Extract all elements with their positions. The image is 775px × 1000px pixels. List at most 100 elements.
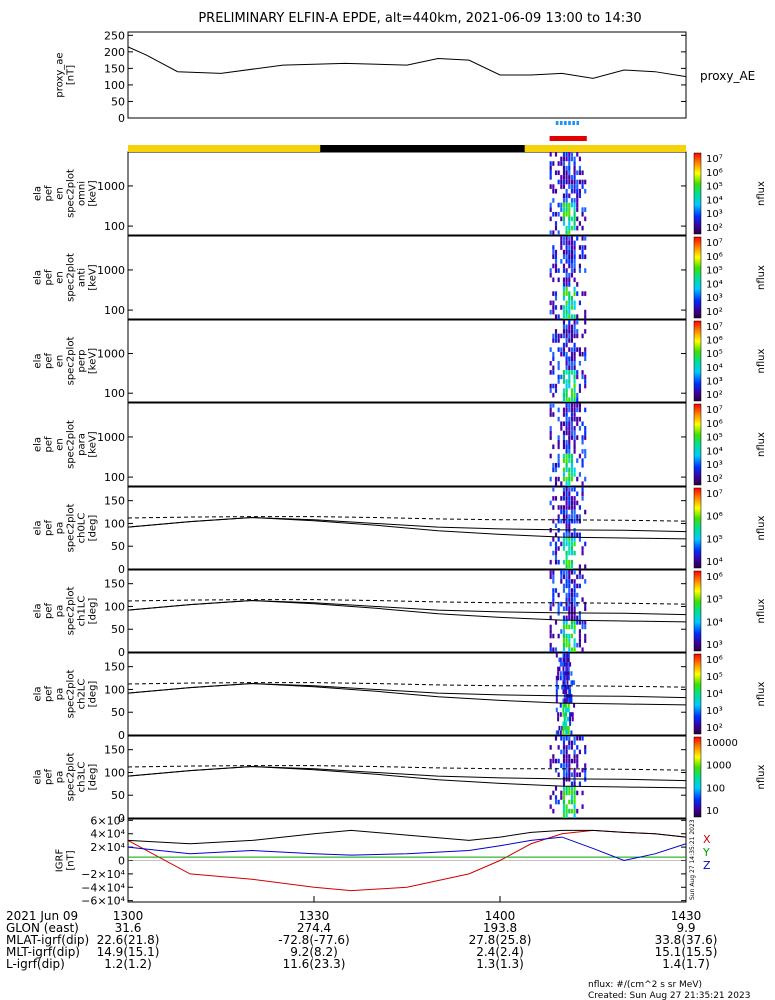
pa-ch2-flux-cell [571,680,574,685]
pa-ch0-flux-cell [557,518,560,524]
sci-zone-blue-dash [559,121,563,125]
pa-ch0-flux-cell [557,546,560,551]
pa-ch3-flux-cell [568,790,571,796]
proxy-ae-line [127,46,687,79]
en-anti-flux-cell [578,300,581,306]
en-perp-flux-cell [573,356,576,361]
pa-ch1-ytick-label: 50 [111,623,125,636]
x-tick-label: 1400 [485,909,516,923]
igrf-series-Z [127,836,687,862]
en-omni-flux-cell [562,207,566,212]
en-para-colorbar-tick: 10² [706,474,723,485]
en-omni-flux-cell [573,161,576,166]
pa-ch0-flux-cell [554,523,558,528]
pa-ch1-flux-cell [560,574,563,580]
pa-ch1-flux-cell [565,624,568,630]
en-anti-flux-cell [570,272,574,278]
pa-ch3-flux-cell [562,763,566,768]
pa-ch0-flux-cell [560,509,563,515]
pa-ch3-flux-cell [578,781,581,787]
en-anti-flux-cell [573,254,576,260]
en-omni-flux-cell [549,216,552,222]
pa-ch1-flux-cell [554,588,558,593]
pa-ch0-flux-cell [554,496,558,501]
en-omni-colorbar-tick: 10⁶ [706,168,723,179]
en-omni-flux-cell [568,170,571,176]
pa-ch1-flux-cell [562,574,566,580]
pa-ch1-flux-cell [562,629,566,634]
en-omni-flux-cell [568,161,571,166]
en-para-colorbar-label: nflux [756,432,767,457]
en-perp-flux-cell [560,333,563,339]
en-omni-ylabel-1: pef [44,185,55,202]
pa-ch3-flux-cell [578,749,581,755]
pa-ch0-flux-cell [576,500,579,506]
pa-ch3-flux-cell [573,808,576,814]
pa-ch0-flux-cell [560,518,563,524]
pa-ch1-ylabel-5: [deg] [88,598,99,625]
sci-zone-blue-dash [572,121,575,125]
pa-ch3-flux-cell [581,736,584,741]
pa-ch2-flux-cell [566,671,569,676]
en-perp-flux-cell [552,351,555,357]
en-para-flux-cell [557,462,560,468]
pa-ch2-flux-cell [567,671,570,676]
pa-ch3-flux-cell [557,799,560,805]
en-anti-flux-cell [554,305,558,310]
pa-ch0-colorbar-tick: 10⁵ [706,534,723,545]
en-anti-flux-cell [565,277,568,283]
pa-ch1-flux-cell [562,606,566,611]
igrf-ylabel-0: IGRF [55,849,66,873]
pa-ch2-loss-cone-lower [127,683,687,706]
pa-ch1-flux-cell [573,597,576,602]
pa-ch0-flux-cell [570,546,574,551]
pa-ch3-flux-cell [565,749,568,755]
en-omni-flux-cell [573,184,576,189]
pa-ch2-flux-cell [569,712,572,717]
pa-ch1-flux-cell [578,620,581,625]
pa-ch3-ylabel-2: pa [55,771,66,783]
pa-ch2-ytick-label: 0 [118,729,125,742]
en-para-flux-cell [565,426,568,431]
pa-ch3-colorbar [693,736,702,818]
pa-ch2-ylabel-2: pa [55,688,66,700]
ephem-label: L-igrf(dip) [6,957,65,971]
pa-ch2-flux-cell [565,689,568,694]
en-para-ylabel-1: pef [44,436,55,453]
pa-ch0-flux-cell [565,555,568,560]
en-anti-flux-cell [552,249,555,255]
pa-ch1-ylabel-3: spec2plot [66,587,77,636]
en-perp-flux-cell [565,338,568,343]
en-para-flux-cell [557,407,560,413]
pa-ch1-ylabel-0: ela [33,603,44,618]
en-perp-flux-cell [568,379,571,384]
en-omni-flux-cell [576,193,579,199]
pa-ch1-flux-cell [573,579,576,584]
en-perp-flux-cell [573,333,576,339]
en-para-flux-cell [565,467,568,473]
pa-ch1-flux-cell [568,624,571,630]
en-para-flux-cell [581,439,584,445]
en-omni-flux-cell [557,170,560,176]
pa-ch0-flux-cell [565,509,568,515]
en-para-flux-cell [568,435,571,440]
pa-ch2-flux-cell [562,666,565,672]
en-anti-ylabel-5: [keV] [88,264,99,290]
en-para-flux-cell [581,435,584,440]
en-perp-ylabel-5: [keV] [88,348,99,374]
pa-ch1-flux-cell [565,615,568,621]
pa-ch1-flux-cell [560,629,563,634]
ephem-value: 15.1(15.5) [655,945,718,959]
pa-ch2-flux-cell [565,666,568,672]
en-para-flux-cell [573,467,576,473]
en-perp-flux-cell [578,361,581,366]
pa-ch2-colorbar-tick: 10² [706,723,723,734]
en-anti-flux-cell [584,245,587,250]
pa-ch2-flux-cell [562,653,565,658]
pa-ch0-flux-cell [578,518,581,524]
en-anti-flux-cell [578,263,581,269]
en-para-flux-cell [584,453,587,459]
pa-ch0-flux-cell [578,505,581,510]
en-para-flux-cell [565,481,568,486]
pa-ch0-flux-cell [565,505,568,510]
